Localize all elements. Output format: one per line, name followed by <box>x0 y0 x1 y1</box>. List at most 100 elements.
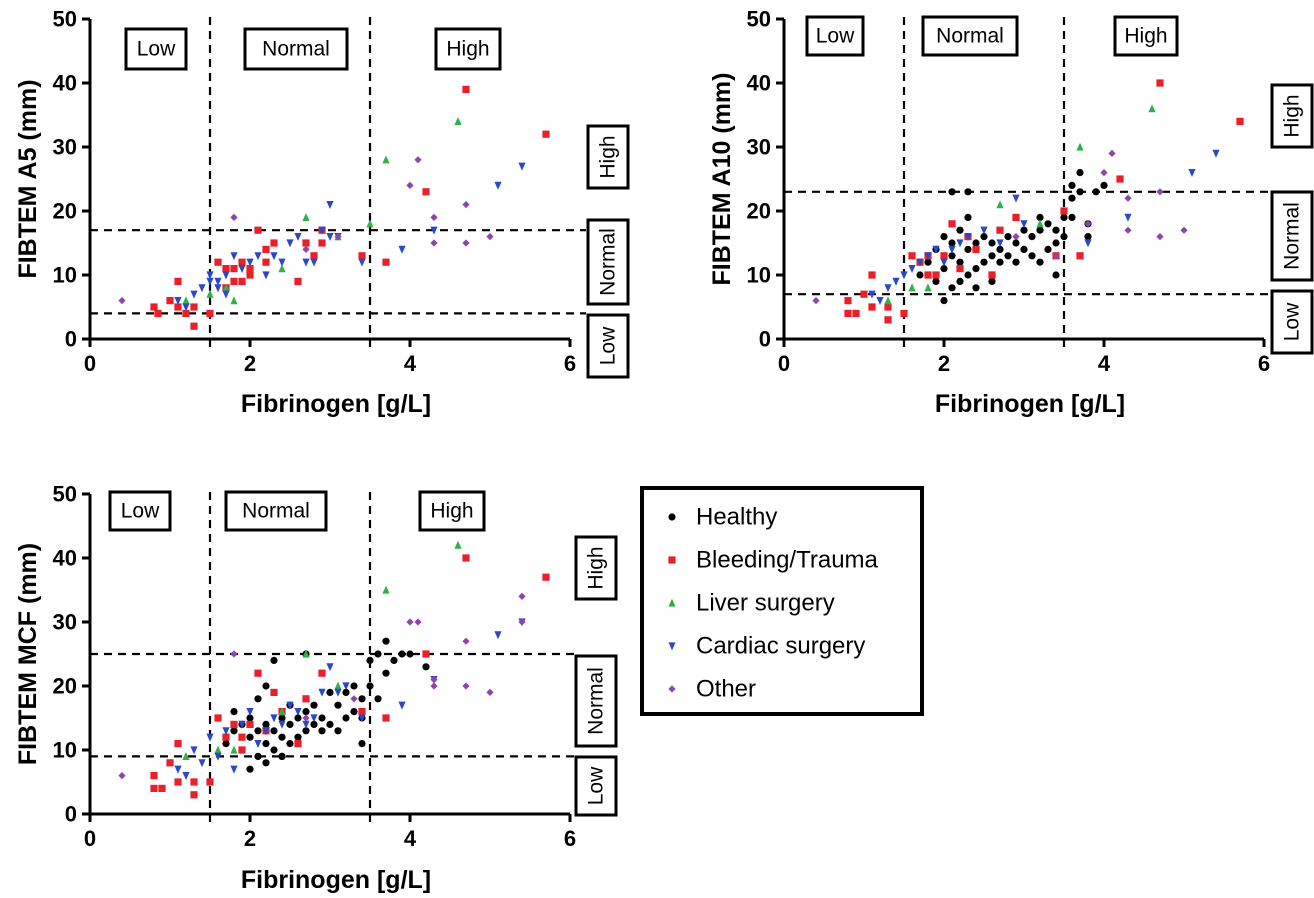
y-zone-low: Low <box>586 313 630 379</box>
data-point <box>956 277 964 285</box>
data-point <box>318 669 326 677</box>
data-point <box>358 714 366 723</box>
data-point <box>318 239 326 247</box>
y-tick-label: 40 <box>747 71 771 96</box>
data-point <box>1188 169 1196 177</box>
data-point <box>996 245 1004 253</box>
x-tick-label: 0 <box>778 351 790 376</box>
data-point <box>286 701 294 710</box>
data-point <box>900 309 908 317</box>
y-zone-normal-frame <box>1270 190 1314 282</box>
y-zone-high-label: High <box>1281 94 1304 137</box>
data-point <box>326 688 334 697</box>
data-point <box>246 265 254 273</box>
y-zone-high-frame <box>574 535 618 601</box>
data-point <box>262 245 270 253</box>
data-point <box>422 650 430 658</box>
data-point <box>158 784 166 792</box>
data-point <box>182 772 190 780</box>
data-point <box>342 682 350 691</box>
data-point <box>964 233 972 241</box>
data-point <box>924 252 932 261</box>
data-point <box>270 688 278 696</box>
data-point <box>302 720 310 729</box>
data-point <box>940 233 948 241</box>
data-point <box>238 265 246 273</box>
data-point <box>422 663 430 671</box>
data-point <box>278 752 286 761</box>
data-point <box>1124 226 1132 234</box>
data-point <box>238 733 246 741</box>
data-point <box>270 714 278 723</box>
x-zone-low-label: Low <box>816 25 855 48</box>
data-point <box>262 682 270 690</box>
data-point <box>454 117 462 125</box>
data-point <box>908 265 916 273</box>
data-point <box>310 701 318 709</box>
data-point <box>278 258 286 267</box>
data-point <box>860 290 868 298</box>
data-point <box>334 681 342 690</box>
y-tick-label: 10 <box>53 738 77 763</box>
series-cardiac-surgery <box>868 149 1220 305</box>
x-zone-normal-label: Normal <box>936 25 1004 48</box>
series-other <box>118 156 494 305</box>
data-point <box>294 714 302 722</box>
y-zone-normal-label: Normal <box>597 228 620 296</box>
data-point <box>286 720 294 729</box>
data-point <box>518 592 526 600</box>
data-point <box>334 727 342 735</box>
data-point <box>980 258 988 266</box>
x-zone-normal: Normal <box>243 27 349 71</box>
data-point <box>398 650 406 658</box>
data-point <box>1100 181 1108 189</box>
y-tick-label: 50 <box>53 7 77 32</box>
y-zone-normal: Normal <box>1270 190 1314 282</box>
data-point <box>254 752 262 761</box>
data-point <box>366 682 374 690</box>
y-zone-normal-label: Normal <box>585 667 608 735</box>
x-zone-high-frame <box>434 27 502 71</box>
data-point <box>190 746 198 755</box>
data-point <box>1052 252 1060 260</box>
x-zone-normal-frame <box>243 27 349 71</box>
data-point <box>382 714 390 722</box>
data-point <box>414 618 422 626</box>
y-zone-low: Low <box>1270 289 1314 355</box>
data-point <box>956 226 964 234</box>
data-point <box>302 727 310 735</box>
data-point <box>182 296 190 305</box>
data-point <box>486 688 494 696</box>
y-zone-normal-frame <box>574 654 618 748</box>
data-point <box>494 631 502 640</box>
data-point <box>844 297 852 305</box>
data-point <box>1108 149 1116 157</box>
data-point <box>246 765 254 773</box>
data-point <box>932 277 940 285</box>
data-point <box>1028 252 1036 260</box>
data-point <box>1084 239 1092 248</box>
y-tick-label: 50 <box>747 7 771 32</box>
data-point <box>406 181 414 189</box>
data-point <box>374 695 382 703</box>
data-point <box>1148 104 1156 113</box>
data-point <box>154 309 162 317</box>
data-point <box>230 727 238 735</box>
data-point <box>350 708 358 716</box>
data-point <box>206 733 214 742</box>
data-point <box>326 233 334 241</box>
data-point <box>868 290 876 299</box>
data-point <box>318 714 326 722</box>
data-point <box>1020 245 1028 253</box>
y-zone-normal-frame <box>586 218 630 306</box>
data-point <box>382 155 390 164</box>
data-point <box>286 239 294 248</box>
series-other <box>118 592 526 780</box>
data-point <box>1052 271 1060 279</box>
fibtem-a5-panel: 0 10 20 30 40 50 0 2 4 6 Fibrinogen [g/L] FIBTEM A5… <box>14 7 630 418</box>
data-point <box>1068 213 1076 221</box>
data-point <box>948 284 956 292</box>
data-point <box>358 258 366 267</box>
data-point <box>254 695 262 703</box>
data-point <box>182 309 190 317</box>
